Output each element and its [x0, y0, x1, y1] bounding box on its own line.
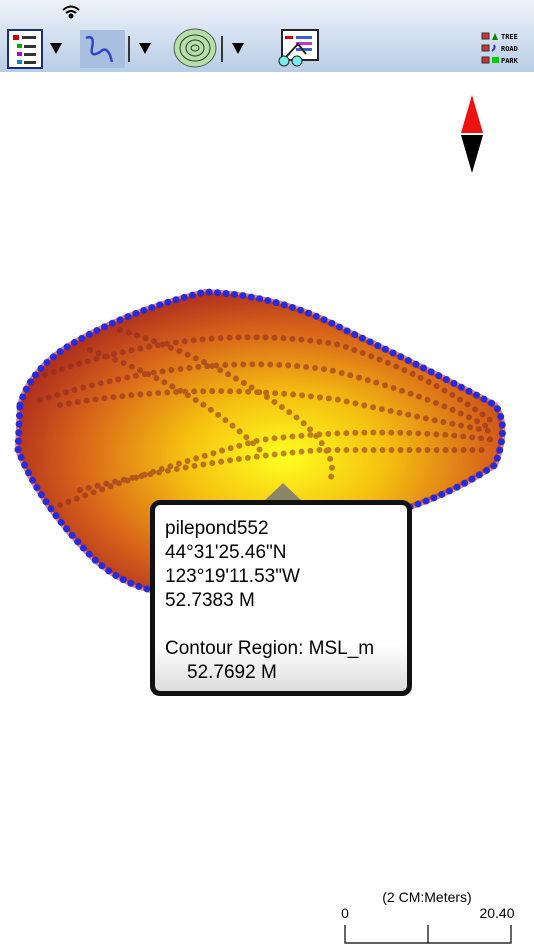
layers-button[interactable]: [7, 29, 62, 69]
point-name: pilepond552: [165, 518, 269, 539]
chart-button[interactable]: [278, 29, 319, 67]
compass: [461, 95, 483, 173]
scale-bar: (2 CM:Meters) 0 20.40: [341, 889, 515, 944]
info-popup[interactable]: pilepond552 44°31'25.46"N 123°19'11.53"W…: [150, 500, 412, 696]
contour-button[interactable]: [173, 28, 244, 68]
popup-pointer: [263, 483, 303, 502]
latitude: 44°31'25.46"N: [165, 542, 287, 563]
longitude: 123°19'11.53"W: [165, 566, 300, 587]
elevation: 52.7383 M: [165, 590, 255, 611]
legend-label: ROAD: [501, 45, 518, 53]
region-value: 52.7692 M: [187, 662, 277, 683]
track-button[interactable]: [80, 30, 151, 68]
wifi-icon: [62, 5, 80, 19]
legend[interactable]: TREE ROAD PARK: [481, 32, 519, 65]
region: Contour Region: MSL_m: [165, 638, 375, 659]
scale-start: 0: [341, 905, 349, 921]
scale-unit: (2 CM:Meters): [382, 889, 471, 905]
contour-surface: [14, 288, 506, 597]
legend-label: PARK: [501, 57, 519, 65]
legend-label: TREE: [501, 33, 518, 41]
spacer: [165, 613, 407, 637]
scale-end: 20.40: [479, 905, 514, 921]
